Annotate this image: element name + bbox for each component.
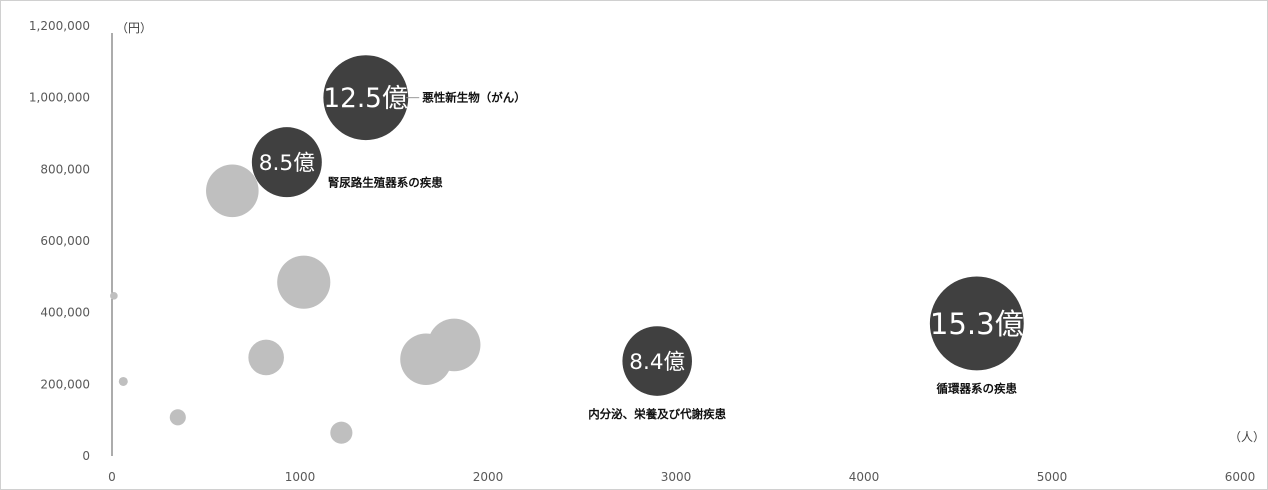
x-tick-labels: 0 1000 2000 3000 4000 5000 6000 (108, 470, 1255, 484)
y-tick-label: 1,200,000 (29, 19, 90, 33)
bubble-size-label: 15.3億 (930, 307, 1024, 341)
y-tick-labels: 0 200,000 400,000 600,000 800,000 1,000,000 1,… (29, 19, 90, 463)
category-label: 腎尿路生殖器系の疾患 (328, 175, 443, 189)
bubble-other (110, 292, 118, 300)
bubble-highlighted (929, 276, 1024, 371)
x-tick-label: 0 (108, 470, 116, 484)
bubble-highlighted (251, 127, 322, 198)
bubble-size-label: 8.5億 (259, 151, 315, 176)
category-label: 内分泌、栄養及び代謝疾患 (588, 407, 726, 421)
bubble-other (169, 409, 186, 426)
x-tick-label: 4000 (849, 470, 880, 484)
y-tick-label: 800,000 (40, 162, 90, 176)
bubble-other (206, 164, 259, 218)
other-bubbles (110, 164, 481, 444)
x-tick-label: 2000 (473, 470, 504, 484)
bubble-size-label: 12.5億 (323, 84, 408, 114)
highlighted-bubbles: 12.5億 8.5億 8.4億 15.3億 (251, 55, 1024, 396)
x-tick-label: 6000 (1225, 470, 1256, 484)
bubble-other (118, 376, 128, 386)
category-label: 循環器系の疾患 (936, 381, 1018, 395)
bubble-size-label: 8.4億 (629, 350, 685, 375)
x-axis-unit: （人） (1229, 430, 1265, 444)
bubble-other (248, 339, 284, 376)
bubble-other (330, 421, 353, 444)
bubble-other (277, 255, 331, 309)
y-tick-label: 1,000,000 (29, 91, 90, 105)
y-tick-label: 400,000 (40, 306, 90, 320)
y-axis-unit: （円） (116, 21, 152, 35)
bubble-highlighted (323, 55, 409, 141)
bubble-highlighted (622, 326, 692, 396)
x-tick-label: 1000 (285, 470, 316, 484)
x-tick-label: 3000 (661, 470, 692, 484)
y-tick-label: 600,000 (40, 234, 90, 248)
y-tick-label: 200,000 (40, 377, 90, 391)
category-label: 悪性新生物（がん） (422, 91, 526, 105)
bubble-other (400, 333, 452, 385)
y-tick-label: 0 (82, 449, 90, 463)
x-tick-label: 5000 (1037, 470, 1068, 484)
